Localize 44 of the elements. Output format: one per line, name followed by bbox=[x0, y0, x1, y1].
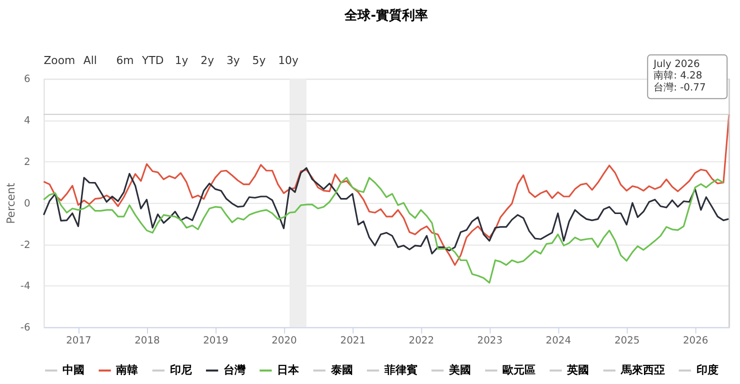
legend-label: 台灣 bbox=[223, 364, 246, 377]
legend-label: 印度 bbox=[696, 364, 718, 377]
text: All bbox=[83, 54, 97, 67]
legend-label: 馬來西亞 bbox=[620, 364, 665, 377]
x-tick-label: 2022 bbox=[408, 335, 434, 346]
y-tick-label: 2 bbox=[24, 157, 30, 168]
text: 6m bbox=[116, 54, 134, 67]
x-tick-label: 2023 bbox=[477, 335, 503, 346]
x-tick-label: 2018 bbox=[134, 335, 160, 346]
chart-title: 全球-實質利率 bbox=[344, 8, 428, 24]
x-tick-label: 2021 bbox=[340, 335, 366, 346]
text: YTD bbox=[141, 54, 164, 67]
legend-label: 泰國 bbox=[330, 364, 353, 377]
text: 10y bbox=[278, 54, 299, 67]
x-tick-label: 2026 bbox=[682, 335, 708, 346]
legend-label: 日本 bbox=[277, 364, 300, 377]
text: 5y bbox=[252, 54, 266, 67]
text: Zoom bbox=[44, 54, 76, 67]
legend-label: 印尼 bbox=[170, 364, 192, 377]
y-tick-label: -2 bbox=[20, 240, 30, 251]
text: 2y bbox=[200, 54, 215, 67]
x-tick-label: 2019 bbox=[203, 335, 228, 346]
legend-label: 南韓 bbox=[115, 364, 138, 377]
legend-label: 歐元區 bbox=[502, 364, 536, 377]
y-tick-label: -4 bbox=[20, 281, 30, 292]
text: 3y bbox=[226, 54, 240, 67]
line-series bbox=[42, 114, 730, 266]
x-tick-label: 2024 bbox=[546, 335, 572, 346]
text: 1y bbox=[174, 54, 189, 67]
y-tick-label: -6 bbox=[20, 322, 30, 334]
y-tick-label: 0 bbox=[24, 198, 30, 210]
legend-label: 美國 bbox=[448, 364, 471, 377]
y-axis-title: Percent bbox=[4, 182, 18, 224]
x-tick-label: 2020 bbox=[272, 335, 297, 346]
x-tick-label: 2017 bbox=[66, 335, 92, 346]
annotation: July 2026 南韓: 4.28 台灣: -0.77 bbox=[652, 58, 706, 94]
line-series bbox=[42, 167, 730, 254]
line-series bbox=[42, 176, 724, 284]
legend-label: 菲律賓 bbox=[383, 364, 418, 377]
y-tick-label: 4 bbox=[24, 116, 30, 127]
legend-label: 中國 bbox=[62, 364, 85, 377]
legend-label: 英國 bbox=[566, 364, 590, 377]
x-tick-label: 2025 bbox=[614, 335, 640, 346]
y-tick-label: 6 bbox=[24, 74, 30, 86]
